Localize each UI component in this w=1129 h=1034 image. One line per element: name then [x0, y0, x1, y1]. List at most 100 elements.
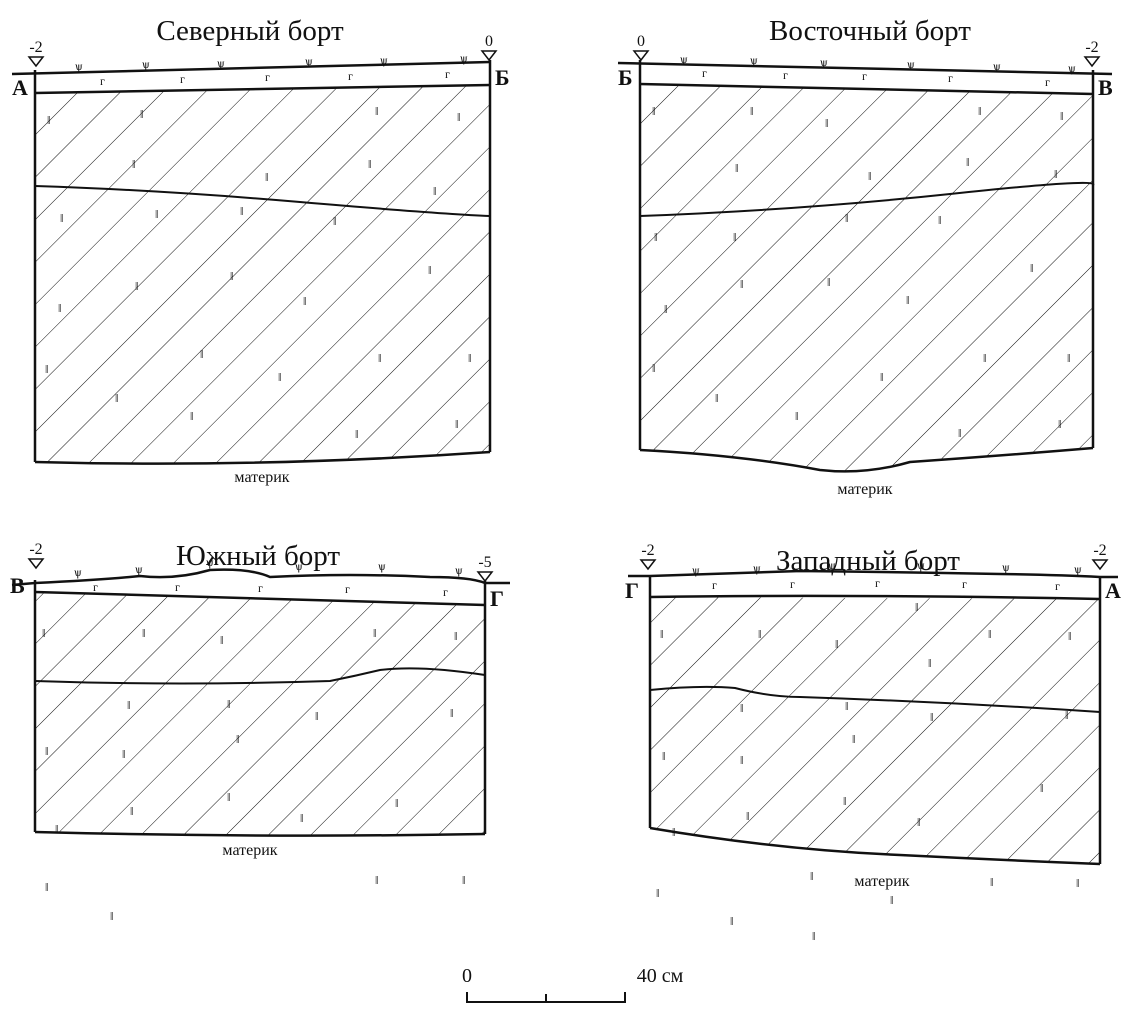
soil-mark: ‖ [662, 749, 665, 763]
layer-hatching [35, 85, 490, 464]
soil-mark: ‖ [812, 929, 815, 943]
soil-mark: ‖ [333, 214, 336, 228]
soil-mark: ‖ [880, 370, 883, 384]
vegetation-symbol: ѱ [74, 565, 82, 579]
corner-label-left: Б [618, 65, 633, 90]
corner-label-right: Б [495, 65, 510, 90]
elevation-label: -2 [29, 39, 42, 56]
turf-symbol: г [862, 69, 867, 83]
soil-mark: ‖ [433, 184, 436, 198]
left-elevation-marker: -2 [639, 542, 657, 571]
soil-mark: ‖ [827, 275, 830, 289]
soil-mark: ‖ [825, 116, 828, 130]
left-elevation-marker: -2 [27, 541, 45, 570]
profile-outline [628, 569, 1118, 866]
soil-mark: ‖ [142, 626, 145, 640]
soil-mark: ‖ [733, 230, 736, 244]
soil-mark: ‖ [1040, 781, 1043, 795]
profile-north: Северный борт г г г г г ѱ ѱ ѱ ѱ ѱ ѱ [11, 15, 510, 486]
soil-mark: ‖ [810, 869, 813, 883]
turf-symbol: г [790, 577, 795, 591]
soil-mark: ‖ [1054, 167, 1057, 181]
soil-mark: ‖ [135, 279, 138, 293]
soil-mark: ‖ [227, 790, 230, 804]
vegetation-symbols: ѱ ѱ ѱ ѱ ѱ ѱ [74, 555, 463, 579]
left-elevation-marker: -2 [27, 39, 45, 68]
turf-symbol: г [962, 577, 967, 591]
vegetation-symbol: ѱ [1002, 560, 1010, 574]
soil-mark: ‖ [60, 211, 63, 225]
soil-mark: ‖ [45, 744, 48, 758]
vegetation-symbols: ѱ ѱ ѱ ѱ ѱ ѱ [692, 558, 1082, 577]
soil-mark: ‖ [375, 873, 378, 887]
soil-mark: ‖ [978, 104, 981, 118]
soil-mark: ‖ [45, 362, 48, 376]
soil-mark: ‖ [110, 909, 113, 923]
vegetation-symbol: ѱ [1074, 562, 1082, 576]
scale-start-label: 0 [462, 965, 472, 987]
soil-mark: ‖ [917, 815, 920, 829]
soil-mark: ‖ [45, 880, 48, 894]
soil-mark: ‖ [230, 269, 233, 283]
soil-mark: ‖ [450, 706, 453, 720]
soil-mark: ‖ [200, 347, 203, 361]
soil-mark: ‖ [462, 873, 465, 887]
profile-south: Южный борт г г г г г ѱ ѱ ѱ ѱ ѱ ѱ [10, 540, 510, 923]
soil-marks: ‖ ‖ ‖ ‖ ‖ ‖ ‖ ‖ ‖ ‖ ‖ ‖ ‖ ‖ ‖ ‖ ‖ ‖ ‖ ‖ … [42, 626, 465, 923]
vegetation-symbol: ѱ [820, 55, 828, 69]
soil-mark: ‖ [454, 629, 457, 643]
vegetation-symbols: ѱ ѱ ѱ ѱ ѱ ѱ [680, 52, 1076, 75]
vegetation-symbol: ѱ [692, 563, 700, 577]
left-elevation-marker: 0 [632, 33, 650, 62]
turf-symbol: г [445, 67, 450, 81]
soil-mark: ‖ [240, 204, 243, 218]
layer-hatching [650, 597, 1100, 864]
soil-mark: ‖ [55, 822, 58, 836]
profile-outline [11, 60, 492, 465]
corner-label-right: В [1098, 75, 1113, 100]
corner-label-right: Г [490, 586, 504, 611]
elevation-label: 0 [485, 33, 493, 50]
turf-symbol: г [180, 72, 185, 86]
turf-symbol: г [1045, 75, 1050, 89]
soil-mark: ‖ [227, 697, 230, 711]
vegetation-symbol: ѱ [460, 51, 468, 65]
soil-mark: ‖ [845, 211, 848, 225]
turf-symbol: г [265, 70, 270, 84]
elevation-label: -2 [1093, 542, 1106, 559]
right-elevation-marker: 0 [480, 33, 498, 62]
soil-mark: ‖ [983, 351, 986, 365]
soil-mark: ‖ [966, 155, 969, 169]
vegetation-symbol: ѱ [750, 53, 758, 67]
soil-mark: ‖ [845, 699, 848, 713]
soil-mark: ‖ [730, 914, 733, 928]
soil-mark: ‖ [395, 796, 398, 810]
vegetation-symbol: ѱ [142, 57, 150, 71]
vegetation-symbol: ѱ [135, 562, 143, 576]
soil-mark: ‖ [1067, 351, 1070, 365]
soil-mark: ‖ [1058, 417, 1061, 431]
soil-mark: ‖ [746, 809, 749, 823]
soil-mark: ‖ [852, 732, 855, 746]
soil-mark: ‖ [368, 157, 371, 171]
soil-mark: ‖ [930, 710, 933, 724]
vegetation-symbol: ѱ [907, 57, 915, 71]
turf-symbol: г [345, 582, 350, 596]
turf-symbol: г [348, 69, 353, 83]
turf-symbol: г [93, 580, 98, 594]
soil-mark: ‖ [375, 104, 378, 118]
elevation-label: -5 [478, 554, 491, 571]
soil-mark: ‖ [758, 627, 761, 641]
turf-symbols: г г г г г [712, 576, 1060, 593]
soil-mark: ‖ [652, 104, 655, 118]
base-label: материк [837, 481, 892, 498]
elevation-label: -2 [29, 541, 42, 558]
soil-mark: ‖ [1065, 708, 1068, 722]
soil-mark: ‖ [740, 753, 743, 767]
soil-mark: ‖ [735, 161, 738, 175]
vegetation-symbol: ѱ [378, 559, 386, 573]
profile-title: Южный борт [176, 540, 340, 572]
soil-mark: ‖ [750, 104, 753, 118]
soil-mark: ‖ [236, 732, 239, 746]
